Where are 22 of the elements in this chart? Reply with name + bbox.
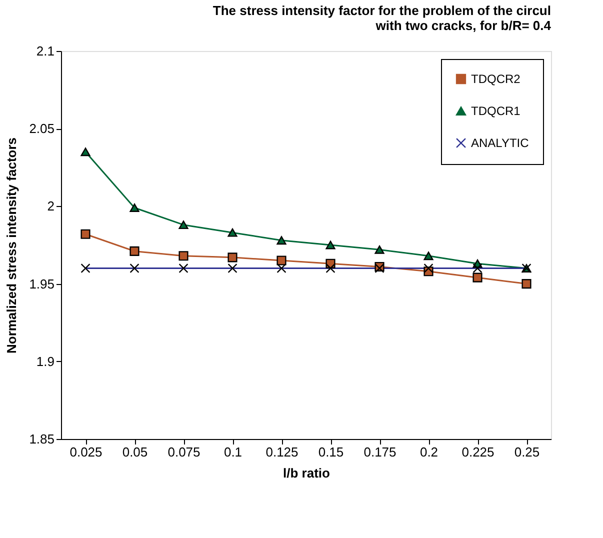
x-axis-title: l/b ratio bbox=[283, 466, 330, 480]
legend-label: TDQCR1 bbox=[471, 104, 521, 118]
legend-label: ANALYTIC bbox=[471, 136, 530, 150]
y-tick-label: 1.85 bbox=[29, 432, 54, 446]
y-tick-label: 2 bbox=[47, 198, 54, 214]
legend-label: TDQCR2 bbox=[471, 72, 521, 86]
y-tick-label: 2.1 bbox=[36, 44, 54, 58]
x-tick-label: 0.125 bbox=[266, 444, 298, 460]
y-tick-label: 1.95 bbox=[29, 276, 54, 292]
x-tick-label: 0.05 bbox=[122, 444, 148, 460]
y-tick-label: 2.05 bbox=[29, 121, 54, 136]
x-tick-label: 0.225 bbox=[462, 444, 494, 460]
y-tick-label: 1.9 bbox=[36, 354, 54, 369]
x-tick-label: 0.025 bbox=[70, 444, 102, 460]
x-tick-label: 0.1 bbox=[224, 444, 242, 460]
x-tick-label: 0.075 bbox=[168, 444, 200, 460]
y-axis-title: Normalized stress intensity factors bbox=[4, 137, 20, 354]
chart-title: The stress intensity factor for the problem of the circul with two cracks, for b/R= 0.4 bbox=[212, 3, 552, 33]
x-tick-label: 0.15 bbox=[318, 444, 344, 460]
x-tick-label: 0.175 bbox=[364, 444, 396, 460]
x-tick-label: 0.25 bbox=[514, 444, 540, 460]
x-tick-label: 0.2 bbox=[420, 444, 438, 460]
